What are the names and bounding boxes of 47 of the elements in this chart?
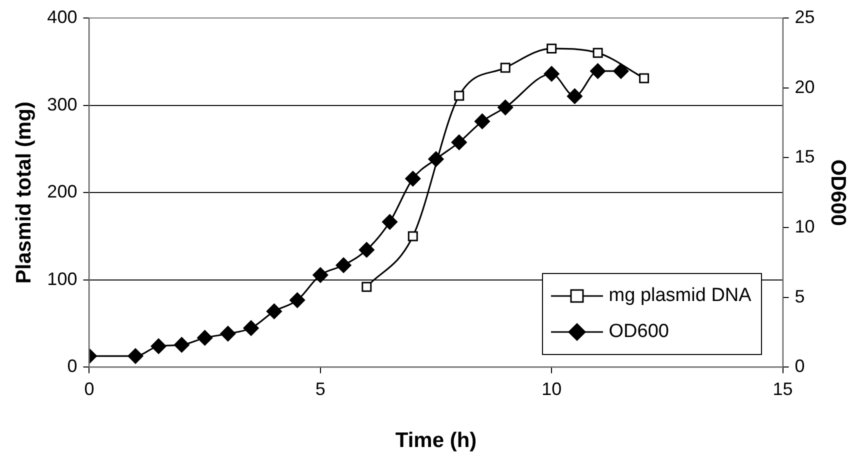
point [592, 48, 603, 58]
point [197, 330, 213, 346]
y-tick-label: 300 [47, 94, 78, 114]
point [150, 338, 166, 354]
y-tick-label: 400 [47, 6, 78, 27]
point [408, 231, 418, 242]
y2-tick-label: 25 [794, 6, 815, 27]
point [128, 348, 144, 364]
point [312, 267, 328, 283]
point [362, 282, 372, 292]
point [454, 90, 464, 101]
x-tick-label: 10 [542, 378, 562, 399]
point [613, 63, 629, 79]
point [405, 170, 421, 186]
y2-tick-label: 0 [794, 356, 805, 376]
x-tick-label: 0 [84, 378, 94, 399]
y2-tick-label: 10 [794, 216, 815, 236]
point [451, 134, 467, 150]
y2-tick-label: 5 [794, 286, 805, 306]
point [498, 100, 514, 116]
point [566, 88, 582, 104]
point [474, 114, 490, 130]
y-tick-label: 0 [67, 356, 78, 376]
x-tick-label: 5 [315, 378, 326, 399]
y2-tick-label: 20 [794, 76, 815, 97]
point [290, 292, 306, 308]
point [382, 214, 398, 230]
point [639, 73, 650, 84]
legend-label: OD600 [608, 321, 669, 344]
point [174, 337, 190, 353]
y2-tick-label: 15 [794, 146, 815, 167]
point [358, 242, 374, 258]
point [500, 62, 510, 73]
y-tick-label: 100 [47, 268, 78, 289]
point [544, 66, 560, 82]
point [243, 320, 259, 336]
point [336, 257, 352, 273]
point [590, 63, 606, 79]
x-tick-label: 15 [772, 378, 793, 399]
x-axis-title: Time (h) [395, 429, 477, 452]
point [546, 44, 557, 54]
point [220, 326, 236, 342]
y-tick-label: 200 [47, 182, 78, 202]
point [266, 304, 282, 320]
y-axis-title: Plasmid total (mg) [12, 102, 36, 284]
y2-axis-title: OD600 [826, 159, 850, 226]
legend-label: mg plasmid DNA [608, 285, 752, 308]
